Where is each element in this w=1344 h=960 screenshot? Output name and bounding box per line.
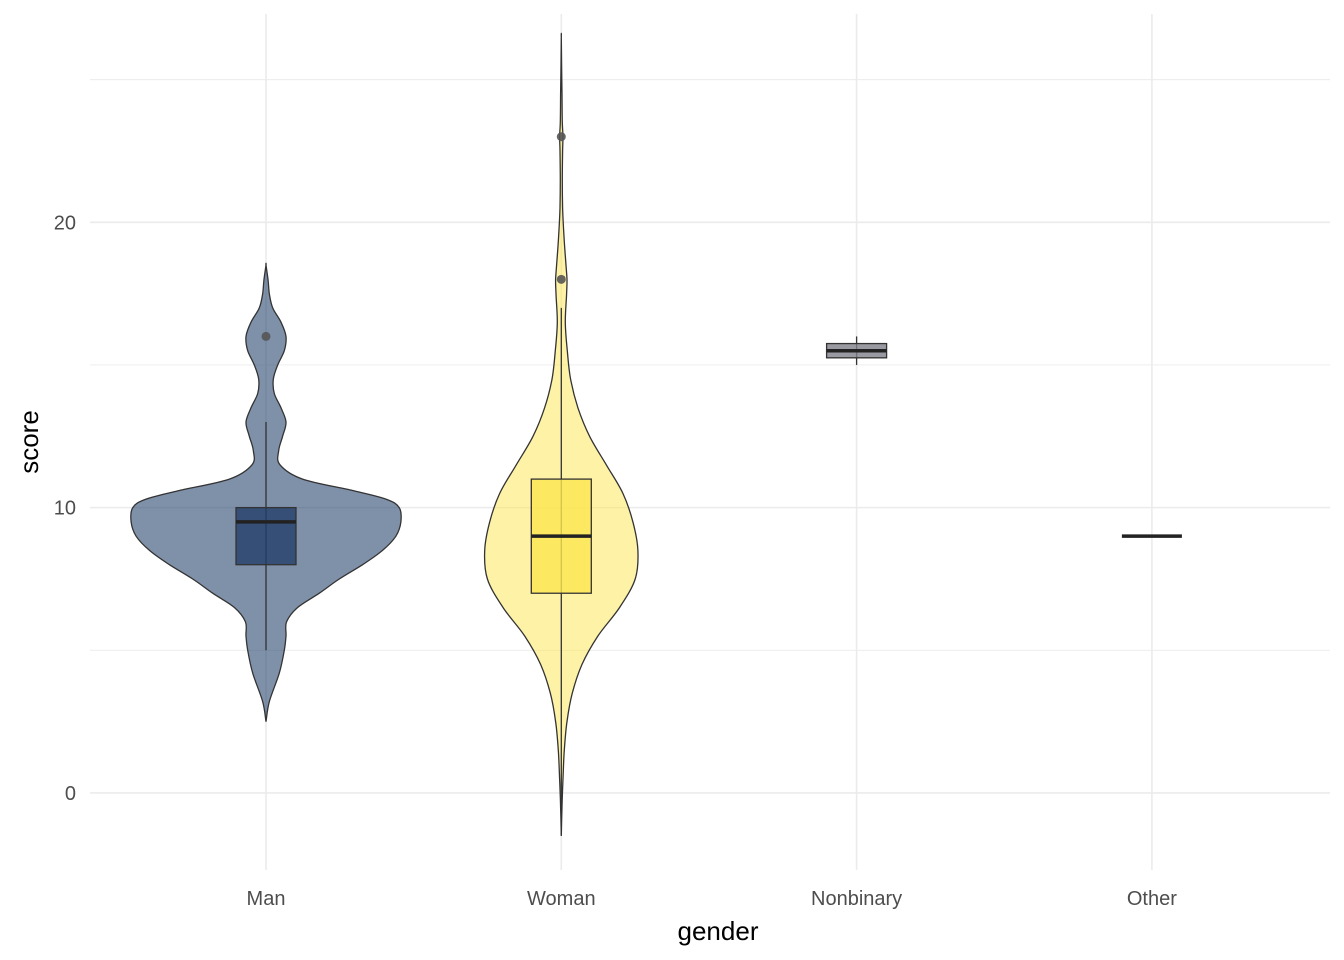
tick-labels: 0 10 20 Man Woman Nonbinary Other xyxy=(54,212,1177,910)
boxplot-layer xyxy=(235,132,1182,836)
violin-layer xyxy=(130,32,639,836)
x-tick-label: Other xyxy=(1127,888,1177,910)
x-tick-label: Man xyxy=(247,888,286,910)
y-tick-label: 10 xyxy=(54,498,76,520)
x-axis-title: gender xyxy=(678,916,759,946)
x-tick-label: Nonbinary xyxy=(811,888,902,910)
y-tick-label: 20 xyxy=(54,212,76,234)
box-man xyxy=(235,506,297,566)
outlier-point xyxy=(556,132,566,142)
y-axis-title: score xyxy=(14,410,44,474)
x-tick-label: Woman xyxy=(527,888,596,910)
outlier-point xyxy=(261,331,271,341)
outlier-point xyxy=(556,274,566,284)
y-tick-label: 0 xyxy=(65,783,76,805)
